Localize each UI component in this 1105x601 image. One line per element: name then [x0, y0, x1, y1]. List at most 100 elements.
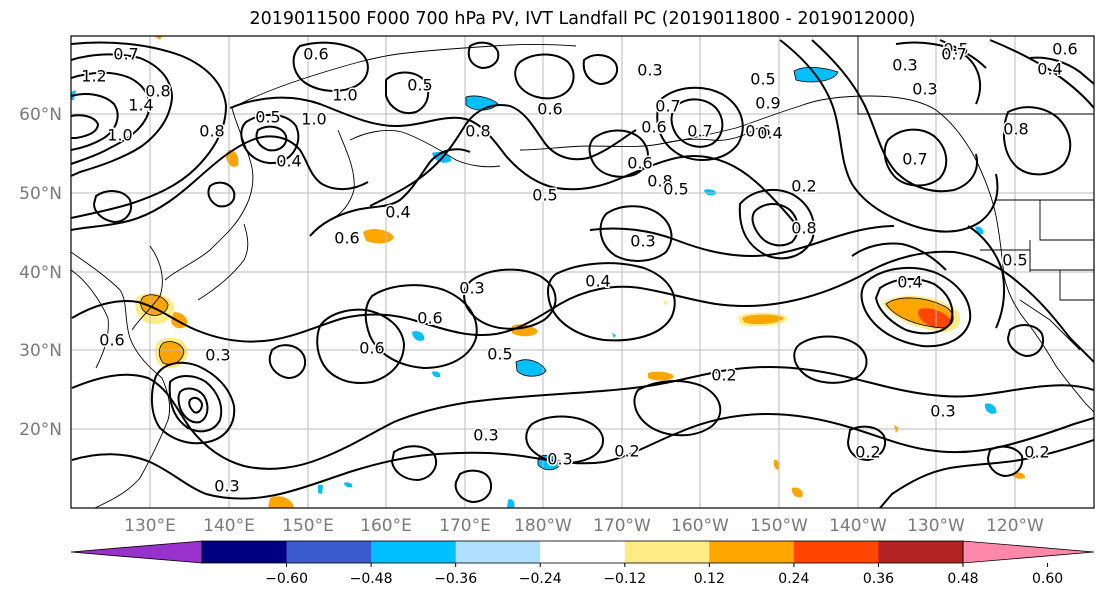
lon-label: 170°E — [439, 516, 491, 536]
contour-label: 0.3 — [205, 346, 230, 365]
lon-label: 130°E — [124, 516, 176, 536]
contour-label: 0.4 — [385, 203, 410, 222]
colorbar-tick-label: 0.24 — [778, 571, 809, 587]
colorbar-swatch — [371, 541, 457, 563]
lon-label: 170°W — [593, 516, 651, 536]
graticule — [71, 36, 1094, 508]
contour-label: 0.9 — [755, 94, 780, 113]
contour-label: 0.5 — [943, 40, 968, 59]
contour-label: 0.6 — [334, 229, 359, 248]
contour-label: 0.6 — [359, 339, 384, 358]
contour-label: 0.6 — [303, 45, 328, 64]
colorbar-tick-label: 0.36 — [863, 571, 894, 587]
contour-label: 0.6 — [417, 309, 442, 328]
contour-label: 0.4 — [1037, 60, 1062, 79]
contour-label: 0.2 — [711, 366, 736, 385]
contour-label: 0.6 — [99, 331, 124, 350]
contour-label: 0.3 — [637, 61, 662, 80]
lat-label: 50°N — [19, 184, 62, 204]
contour-label: 0.3 — [912, 80, 937, 99]
contour-label: 0.5 — [255, 108, 280, 127]
contour-label: 0.4 — [585, 272, 610, 291]
colorbar-tick-label: −0.60 — [265, 571, 308, 587]
contour-label: 0.7 — [941, 45, 966, 64]
lat-label: 40°N — [19, 263, 62, 283]
lon-label: 140°E — [203, 516, 255, 536]
contour-label: 0.7 — [902, 150, 927, 169]
contour-label: 0.5 — [663, 180, 688, 199]
colorbar-tick-label: 0.48 — [947, 571, 978, 587]
contour-label: 0.3 — [459, 279, 484, 298]
lon-label: 120°W — [986, 516, 1044, 536]
contour-label: 0.3 — [630, 232, 655, 251]
colorbar-tick-label: −0.48 — [350, 571, 393, 587]
contour-label: 0.2 — [791, 177, 816, 196]
contour-label: 0.3 — [547, 450, 572, 469]
colorbar-swatch — [624, 541, 710, 563]
contour-label: 0.2 — [614, 442, 639, 461]
contour-label: 0.2 — [1024, 443, 1049, 462]
map-title: 2019011500 F000 700 hPa PV, IVT Landfall… — [249, 9, 916, 29]
contour-label: 0.8 — [1003, 120, 1028, 139]
colorbar-swatch — [540, 541, 626, 563]
contour-label: 0.4 — [757, 124, 782, 143]
colorbar-swatch — [286, 541, 372, 563]
lon-label: 160°W — [671, 516, 729, 536]
colorbar-tick-label: −0.24 — [519, 571, 562, 587]
lon-label: 130°W — [907, 516, 965, 536]
latitude-labels: 60°N 50°N 40°N 30°N 20°N — [19, 105, 62, 440]
lon-label: 140°W — [829, 516, 887, 536]
colorbar-swatch — [455, 541, 541, 563]
contour-label: 0.3 — [930, 402, 955, 421]
contour-label: 0.3 — [473, 426, 498, 445]
contour-label: 1.0 — [332, 86, 357, 105]
contour-label: 0.6 — [745, 122, 770, 141]
colorbar: −0.60 −0.48 −0.36 −0.24 −0.12 0.12 0.24 0.36 0.4… — [70, 540, 1095, 587]
contour-label: 0.7 — [655, 97, 680, 116]
map-frame — [70, 35, 1095, 509]
contour-label: 1.0 — [301, 110, 326, 129]
contour-label: 1.2 — [81, 67, 106, 86]
contour-label: 0.6 — [1052, 40, 1077, 59]
contour-label: 0.5 — [487, 345, 512, 364]
contour-label: 0.6 — [627, 154, 652, 173]
fill-outlines — [140, 66, 954, 471]
lat-label: 20°N — [19, 420, 62, 440]
contour-label: 0.7 — [687, 122, 712, 141]
contour-label: 0.2 — [855, 443, 880, 462]
pv-contours — [71, 39, 1094, 508]
contour-label: 0.8 — [647, 172, 672, 191]
contour-label: 0.8 — [791, 219, 816, 238]
colorbar-extend-low — [70, 540, 203, 564]
colorbar-swatch — [878, 541, 964, 563]
contour-label: 0.5 — [750, 70, 775, 89]
contour-label: 0.3 — [214, 477, 239, 496]
lon-label: 150°E — [282, 516, 334, 536]
colorbar-tick-label: 0.12 — [694, 571, 725, 587]
contour-label: 1.4 — [128, 96, 153, 115]
lon-label: 150°W — [750, 516, 808, 536]
contour-label: 0.8 — [145, 82, 170, 101]
colorbar-extend-high — [962, 540, 1095, 564]
contour-label: 0.6 — [537, 100, 562, 119]
contour-label: 0.3 — [892, 56, 917, 75]
lon-label: 160°E — [360, 516, 412, 536]
contour-label: 0.5 — [1002, 251, 1027, 270]
contour-label: 0.6 — [641, 118, 666, 137]
longitude-labels: 130°E 140°E 150°E 160°E 170°E 180°W 170°… — [124, 516, 1044, 536]
colorbar-swatch — [709, 541, 795, 563]
contour-label: 0.8 — [199, 122, 224, 141]
contour-value-labels: 0.71.21.40.81.00.61.01.00.50.80.40.80.70… — [80, 38, 1079, 497]
lon-label: 180°W — [514, 516, 572, 536]
contour-label: 0.4 — [897, 273, 922, 292]
colorbar-tick-label: −0.12 — [603, 571, 646, 587]
colorbar-swatch — [202, 541, 288, 563]
contour-label: 0.8 — [465, 122, 490, 141]
contour-label: 0.4 — [276, 152, 301, 171]
lat-label: 60°N — [19, 105, 62, 125]
lat-label: 30°N — [19, 341, 62, 361]
contour-label: 0.5 — [407, 76, 432, 95]
colorbar-tick-label: 0.60 — [1032, 571, 1063, 587]
colorbar-tick-label: −0.36 — [434, 571, 477, 587]
